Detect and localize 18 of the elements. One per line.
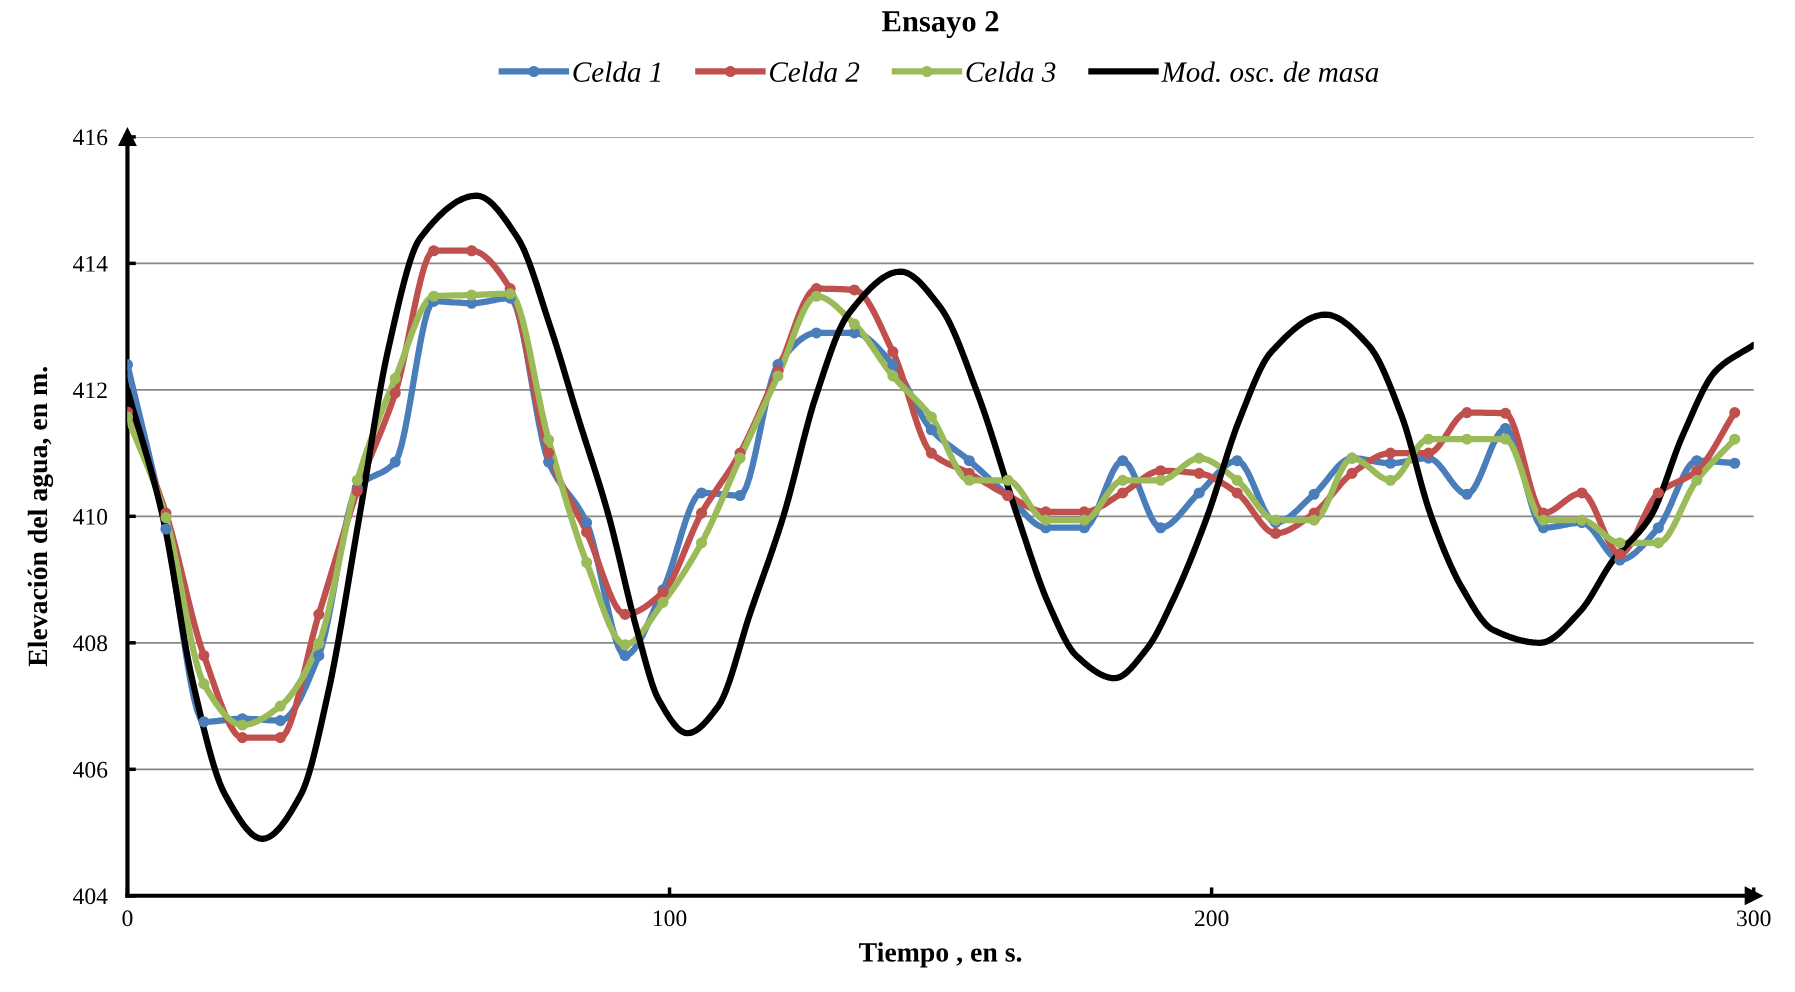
x-tick-label: 300 [1737,910,1771,927]
y-tick-label: 406 [73,761,108,778]
legend-label: Celda 3 [966,61,1056,82]
x-axis-title: Tiempo , en s. [859,942,1022,968]
y-tick-label: 404 [73,888,108,905]
y-tick-label: 410 [73,508,108,525]
x-tick-label: 0 [122,910,133,927]
y-tick-label: 416 [73,129,108,146]
legend-label: Celda 1 [573,61,661,82]
x-tick-label: 100 [653,910,687,927]
x-tick-label: 200 [1194,910,1229,927]
legend-label: Celda 2 [769,61,860,82]
y-tick-label: 412 [73,382,107,399]
y-tick-label: 408 [73,635,108,652]
chart-title: Ensayo 2 [882,11,999,38]
y-tick-label: 414 [73,255,108,272]
y-axis-title: Elevación del agua, en m. [27,367,54,667]
legend-label: Mod. osc. de masa [1161,61,1379,83]
